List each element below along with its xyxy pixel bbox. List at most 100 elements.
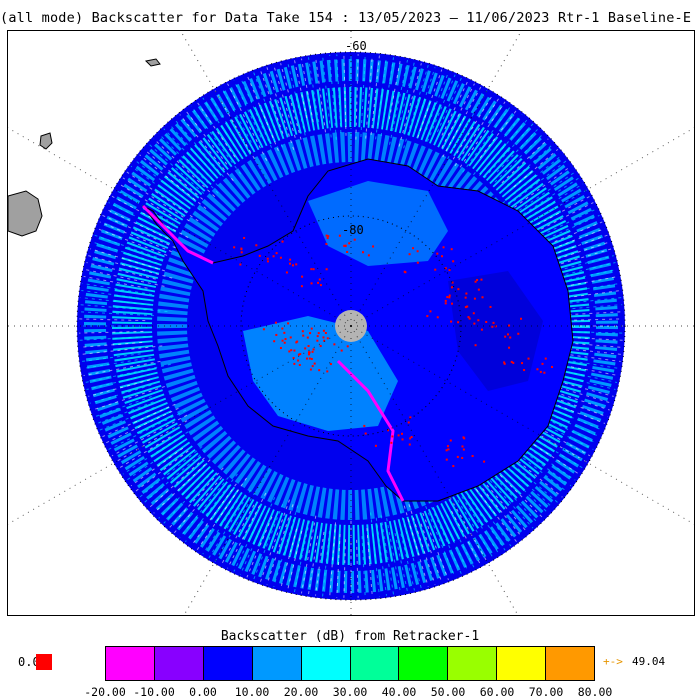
radial-streak [538,403,603,431]
hotspot-pixel [450,248,453,251]
hotspot-pixel [508,324,511,327]
radial-streak [539,370,616,390]
hotspot-pixel [400,432,403,435]
radial-streak [185,109,228,165]
hotspot-pixel [308,351,311,354]
hotspot-pixel [390,441,393,444]
hotspot-pixel [316,339,319,342]
hotspot-pixel [316,335,319,338]
radial-streak [425,493,463,575]
hotspot-pixel [416,261,419,264]
hotspot-pixel [444,299,447,302]
hotspot-pixel [297,359,300,362]
radial-streak [531,436,584,469]
parallel-60 [76,51,626,601]
radial-streak [94,234,164,261]
radial-streak [81,290,140,299]
hotspot-pixel [442,246,445,249]
radial-streak [280,528,298,589]
radial-streak [471,483,517,543]
hotspot-pixel [279,347,282,350]
colorbar-segment [154,647,204,680]
radial-streak [425,71,449,131]
hotspot-pixel [296,340,299,343]
colorbar-segment [252,647,302,680]
radial-streak [516,432,580,475]
hotspot-pixel [551,365,554,368]
low-value-swatch [36,654,52,670]
hotspot-pixel [471,455,474,458]
hotspot-pixel [281,240,284,243]
hotspot-pixel [543,371,546,374]
hotspot-pixel [346,345,349,348]
hotspot-pixel [451,302,454,305]
low-value-label: 0.0 [18,655,40,669]
hotspot-pixel [485,320,488,323]
radial-streak [457,499,494,559]
hotspot-pixel [293,349,296,352]
hotspot-pixel [367,254,370,257]
radial-streak [562,297,622,305]
hotspot-pixel [461,456,464,459]
radial-streak [92,386,165,411]
radial-streak [513,148,559,188]
hotspot-pixel [457,288,460,291]
hotspot-pixel [288,262,291,265]
map-title: (all mode) Backscatter for Data Take 154… [0,10,692,26]
colorbar-tick-label: 20.00 [283,685,319,699]
hotspot-pixel [283,341,286,344]
radial-streak [366,528,373,598]
radial-streak [108,409,187,450]
radial-streak [399,61,415,121]
radial-streak [356,539,359,598]
hotspot-pixel [467,316,470,319]
hotspot-pixel [288,350,291,353]
radial-streak [185,473,238,543]
radial-streak [111,195,189,239]
radial-streak [143,148,204,200]
hotspot-pixel [297,353,300,356]
radial-streak [126,171,199,222]
colorbar-segment [203,647,253,680]
ice-zone-north [308,181,448,266]
radial-streak [497,465,549,514]
radial-streak [361,536,366,598]
hotspot-pixel [372,245,375,248]
radial-streak [478,118,529,177]
hotspot-pixel [308,357,311,360]
radial-streak [94,396,152,418]
colorbar-segment [106,647,155,680]
colorbar-segment [546,647,595,680]
radial-streak [386,518,402,594]
hotspot-pixel [521,362,524,365]
hotspot-pixel [240,251,243,254]
hotspot-pixel [409,416,412,419]
hotspot-pixel [310,327,313,330]
hotspot-pixel [290,349,293,352]
hotspot-pixel [489,305,492,308]
radial-streak [92,241,158,264]
radial-streak [158,133,219,194]
colorbar-ticks: -20.00 -10.00 0.00 10.00 20.00 30.00 40.00 50.0… [0,685,700,699]
colorbar-segment [301,647,351,680]
hotspot-pixel [324,331,327,334]
radial-streak [163,470,215,524]
radial-streak [173,477,223,534]
colorbar-segment [399,647,449,680]
hotspot-pixel [448,296,451,299]
radial-streak [403,505,429,587]
hotspot-pixel [466,305,469,308]
hotspot-pixel [473,322,476,325]
hotspot-pixel [258,254,261,257]
hotspot-pixel [416,250,419,253]
radial-streak [80,297,151,306]
hotspot-pixel [293,362,296,365]
radial-streak [451,510,482,566]
radial-streak [307,535,319,595]
hotspot-pixel [327,235,330,238]
hotspot-pixel [445,449,448,452]
colorbar-tick-label: 60.00 [479,685,515,699]
radial-streak [83,360,161,377]
hotspot-pixel [326,237,329,240]
hotspot-pixel [517,332,520,335]
